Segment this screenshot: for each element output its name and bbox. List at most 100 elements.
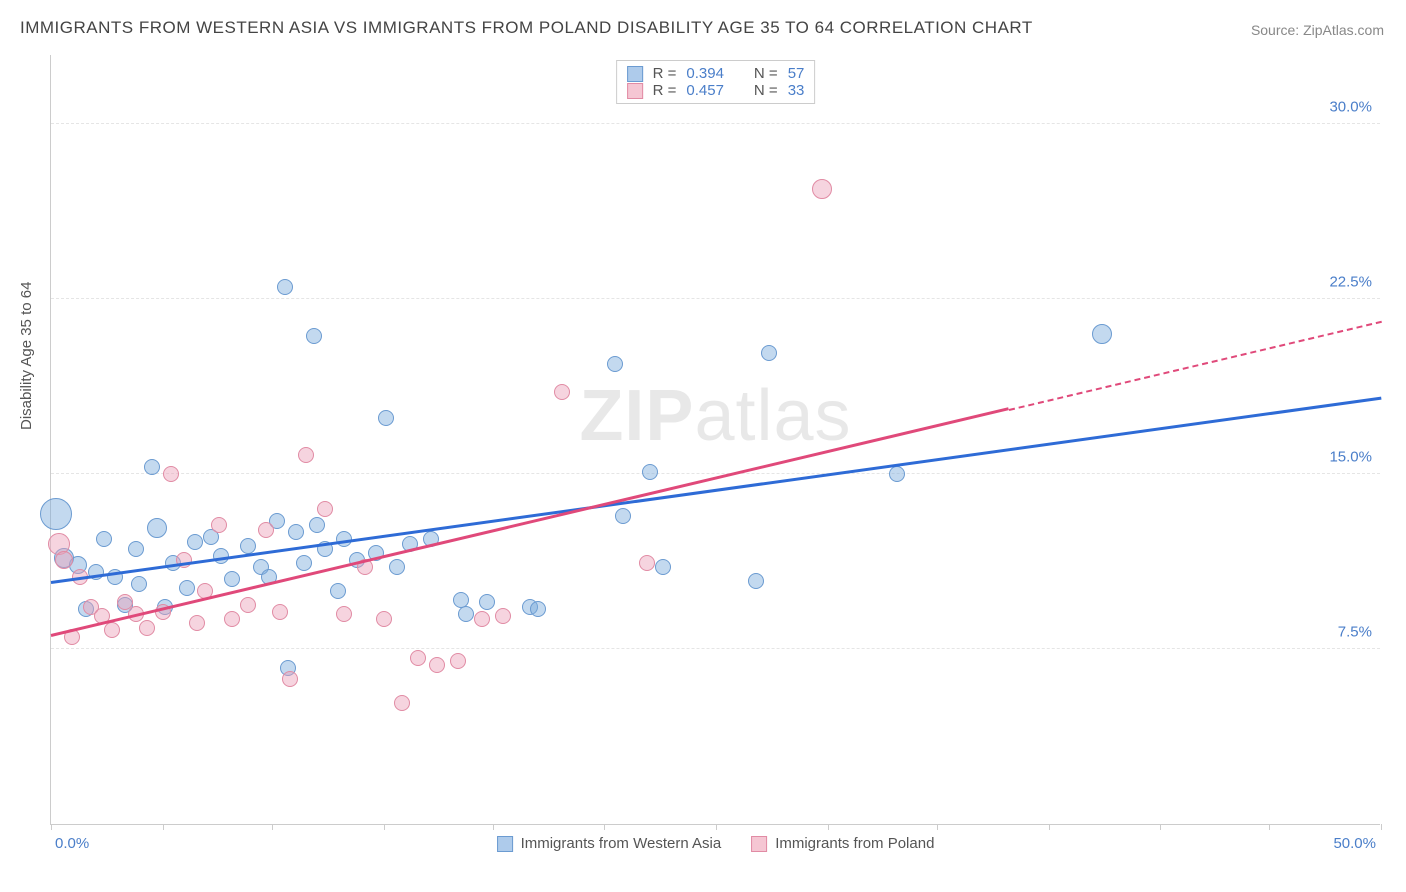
data-point bbox=[615, 508, 631, 524]
data-point bbox=[336, 606, 352, 622]
y-axis-label: Disability Age 35 to 64 bbox=[18, 282, 35, 430]
legend-swatch bbox=[497, 836, 513, 852]
x-axis-min-label: 0.0% bbox=[55, 835, 89, 852]
legend-item: Immigrants from Poland bbox=[751, 835, 934, 852]
data-point bbox=[211, 517, 227, 533]
data-point bbox=[288, 524, 304, 540]
trend-line bbox=[1008, 320, 1381, 410]
y-tick-label: 7.5% bbox=[1338, 624, 1372, 641]
data-point bbox=[55, 551, 73, 569]
x-tick bbox=[1160, 824, 1161, 830]
n-label: N = bbox=[754, 65, 778, 82]
legend-swatch bbox=[627, 83, 643, 99]
y-tick-label: 22.5% bbox=[1329, 274, 1372, 291]
data-point bbox=[479, 594, 495, 610]
x-tick bbox=[1049, 824, 1050, 830]
data-point bbox=[655, 559, 671, 575]
data-point bbox=[642, 464, 658, 480]
data-point bbox=[458, 606, 474, 622]
data-point bbox=[639, 555, 655, 571]
data-point bbox=[378, 410, 394, 426]
gridline bbox=[51, 473, 1380, 474]
watermark: ZIPatlas bbox=[579, 375, 851, 457]
data-point bbox=[144, 459, 160, 475]
data-point bbox=[889, 466, 905, 482]
legend-swatch bbox=[627, 66, 643, 82]
data-point bbox=[96, 531, 112, 547]
data-point bbox=[272, 604, 288, 620]
chart-title: IMMIGRANTS FROM WESTERN ASIA VS IMMIGRAN… bbox=[20, 18, 1033, 38]
data-point bbox=[474, 611, 490, 627]
series-legend: Immigrants from Western Asia Immigrants f… bbox=[497, 835, 935, 852]
n-label: N = bbox=[754, 82, 778, 99]
data-point bbox=[187, 534, 203, 550]
r-label: R = bbox=[653, 65, 677, 82]
data-point bbox=[389, 559, 405, 575]
data-point bbox=[1092, 324, 1112, 344]
data-point bbox=[309, 517, 325, 533]
data-point bbox=[40, 498, 72, 530]
data-point bbox=[147, 518, 167, 538]
x-tick bbox=[1269, 824, 1270, 830]
x-tick bbox=[1381, 824, 1382, 830]
data-point bbox=[530, 601, 546, 617]
data-point bbox=[277, 279, 293, 295]
correlation-row: R = 0.457 N = 33 bbox=[627, 82, 805, 99]
data-point bbox=[131, 576, 147, 592]
data-point bbox=[282, 671, 298, 687]
source-label: Source: ZipAtlas.com bbox=[1251, 22, 1384, 38]
x-tick bbox=[828, 824, 829, 830]
data-point bbox=[224, 571, 240, 587]
data-point bbox=[607, 356, 623, 372]
r-value: 0.457 bbox=[686, 82, 724, 99]
x-tick bbox=[51, 824, 52, 830]
gridline bbox=[51, 123, 1380, 124]
data-point bbox=[812, 179, 832, 199]
plot-area: ZIPatlas R =0.394N =57R =0.457N =33 0.0%… bbox=[50, 55, 1380, 825]
x-axis-max-label: 50.0% bbox=[1333, 835, 1376, 852]
data-point bbox=[761, 345, 777, 361]
x-tick bbox=[272, 824, 273, 830]
data-point bbox=[554, 384, 570, 400]
data-point bbox=[450, 653, 466, 669]
n-value: 33 bbox=[788, 82, 805, 99]
x-tick bbox=[604, 824, 605, 830]
legend-label: Immigrants from Poland bbox=[775, 835, 934, 852]
legend-item: Immigrants from Western Asia bbox=[497, 835, 722, 852]
x-tick bbox=[384, 824, 385, 830]
legend-swatch bbox=[751, 836, 767, 852]
data-point bbox=[128, 541, 144, 557]
data-point bbox=[298, 447, 314, 463]
legend-label: Immigrants from Western Asia bbox=[521, 835, 722, 852]
gridline bbox=[51, 648, 1380, 649]
data-point bbox=[495, 608, 511, 624]
x-tick bbox=[493, 824, 494, 830]
data-point bbox=[296, 555, 312, 571]
trend-line bbox=[51, 396, 1381, 583]
data-point bbox=[189, 615, 205, 631]
data-point bbox=[139, 620, 155, 636]
r-label: R = bbox=[653, 82, 677, 99]
data-point bbox=[410, 650, 426, 666]
data-point bbox=[330, 583, 346, 599]
data-point bbox=[306, 328, 322, 344]
data-point bbox=[258, 522, 274, 538]
correlation-row: R = 0.394 N = 57 bbox=[627, 65, 805, 82]
y-tick-label: 30.0% bbox=[1329, 99, 1372, 116]
data-point bbox=[240, 597, 256, 613]
gridline bbox=[51, 298, 1380, 299]
data-point bbox=[317, 501, 333, 517]
data-point bbox=[163, 466, 179, 482]
data-point bbox=[376, 611, 392, 627]
correlation-legend: R = 0.394 N = 57 R = 0.457 N = 33 bbox=[616, 60, 816, 104]
y-tick-label: 15.0% bbox=[1329, 449, 1372, 466]
data-point bbox=[748, 573, 764, 589]
n-value: 57 bbox=[788, 65, 805, 82]
r-value: 0.394 bbox=[686, 65, 724, 82]
data-point bbox=[429, 657, 445, 673]
data-point bbox=[104, 622, 120, 638]
data-point bbox=[224, 611, 240, 627]
data-point bbox=[179, 580, 195, 596]
x-tick bbox=[716, 824, 717, 830]
x-tick bbox=[937, 824, 938, 830]
